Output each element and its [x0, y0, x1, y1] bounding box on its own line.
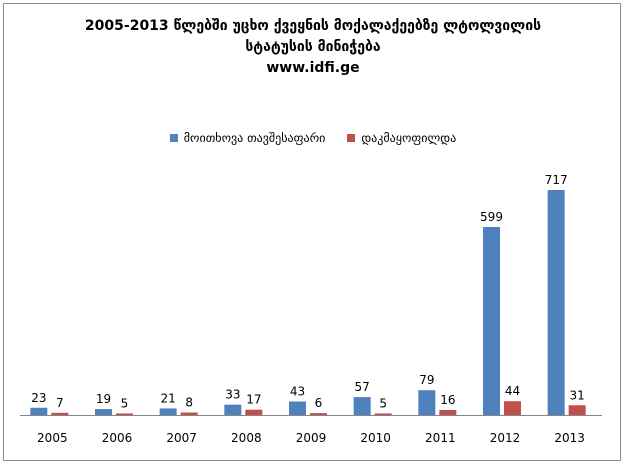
legend-item-requested: მოითხოვა თავშესაფარი: [169, 131, 326, 145]
bar-requested-2007: [159, 408, 177, 415]
x-tick-label-2007: 2007: [166, 431, 197, 445]
legend-item-granted: დაკმაყოფილდა: [347, 131, 456, 145]
bar-requested-2011: [418, 390, 436, 415]
data-label-granted-2007: 8: [185, 395, 193, 409]
legend-swatch-granted: [347, 134, 356, 142]
x-tick-label-2005: 2005: [37, 431, 68, 445]
data-label-requested-2007: 21: [161, 391, 176, 405]
bar-requested-2009: [289, 401, 306, 415]
data-label-requested-2009: 43: [290, 385, 305, 399]
bar-requested-2013: [547, 190, 565, 415]
data-label-granted-2006: 5: [121, 396, 129, 410]
legend-label-requested: მოითხოვა თავშესაფარი: [183, 131, 326, 145]
chart-title-line-2: სტატუსის მინიჭება: [245, 39, 381, 55]
data-label-requested-2006: 19: [96, 392, 111, 406]
x-tick-label-2011: 2011: [425, 431, 456, 445]
bar-requested-2010: [353, 397, 371, 415]
bar-requested-2006: [95, 409, 112, 415]
bar-granted-2011: [439, 409, 457, 415]
bar-granted-2008: [245, 409, 263, 415]
data-label-requested-2010: 57: [355, 380, 370, 394]
legend: მოითხოვა თავშესაფარი დაკმაყოფილდა: [0, 131, 626, 145]
data-label-granted-2012: 44: [505, 384, 520, 398]
data-label-granted-2013: 31: [570, 388, 585, 402]
bar-granted-2005: [51, 412, 69, 415]
x-tick-label-2012: 2012: [490, 431, 521, 445]
bar-requested-2008: [224, 404, 242, 415]
data-label-requested-2013: 717: [545, 173, 568, 187]
data-label-granted-2009: 6: [315, 396, 323, 410]
legend-label-granted: დაკმაყოფილდა: [361, 131, 457, 145]
bar-granted-2006: [116, 413, 133, 415]
bar-requested-2005: [30, 407, 48, 415]
x-tick-label-2010: 2010: [360, 431, 391, 445]
x-tick-label-2006: 2006: [102, 431, 133, 445]
bar-granted-2012: [504, 401, 521, 415]
x-tick-label-2009: 2009: [296, 431, 327, 445]
data-label-granted-2008: 17: [246, 393, 261, 407]
chart-title-line-1: 2005-2013 წლებში უცხო ქვეყნის მოქალაქეებ…: [84, 18, 542, 34]
bar-granted-2007: [180, 412, 198, 415]
chart-frame: [3, 3, 621, 461]
data-label-granted-2005: 7: [56, 396, 64, 410]
data-label-requested-2005: 23: [31, 391, 46, 405]
bar-granted-2009: [310, 413, 327, 415]
bar-requested-2012: [483, 227, 500, 415]
data-label-granted-2011: 16: [440, 393, 455, 407]
x-tick-label-2013: 2013: [554, 431, 585, 445]
legend-swatch-requested: [169, 134, 178, 142]
data-label-granted-2010: 5: [379, 396, 387, 410]
x-tick-label-2008: 2008: [231, 431, 262, 445]
bar-granted-2013: [568, 405, 586, 415]
data-label-requested-2008: 33: [225, 388, 240, 402]
bar-granted-2010: [374, 413, 392, 415]
data-label-requested-2011: 79: [419, 373, 434, 387]
data-label-requested-2012: 599: [480, 210, 503, 224]
chart-title-line-3: www.idfi.ge: [266, 60, 360, 76]
